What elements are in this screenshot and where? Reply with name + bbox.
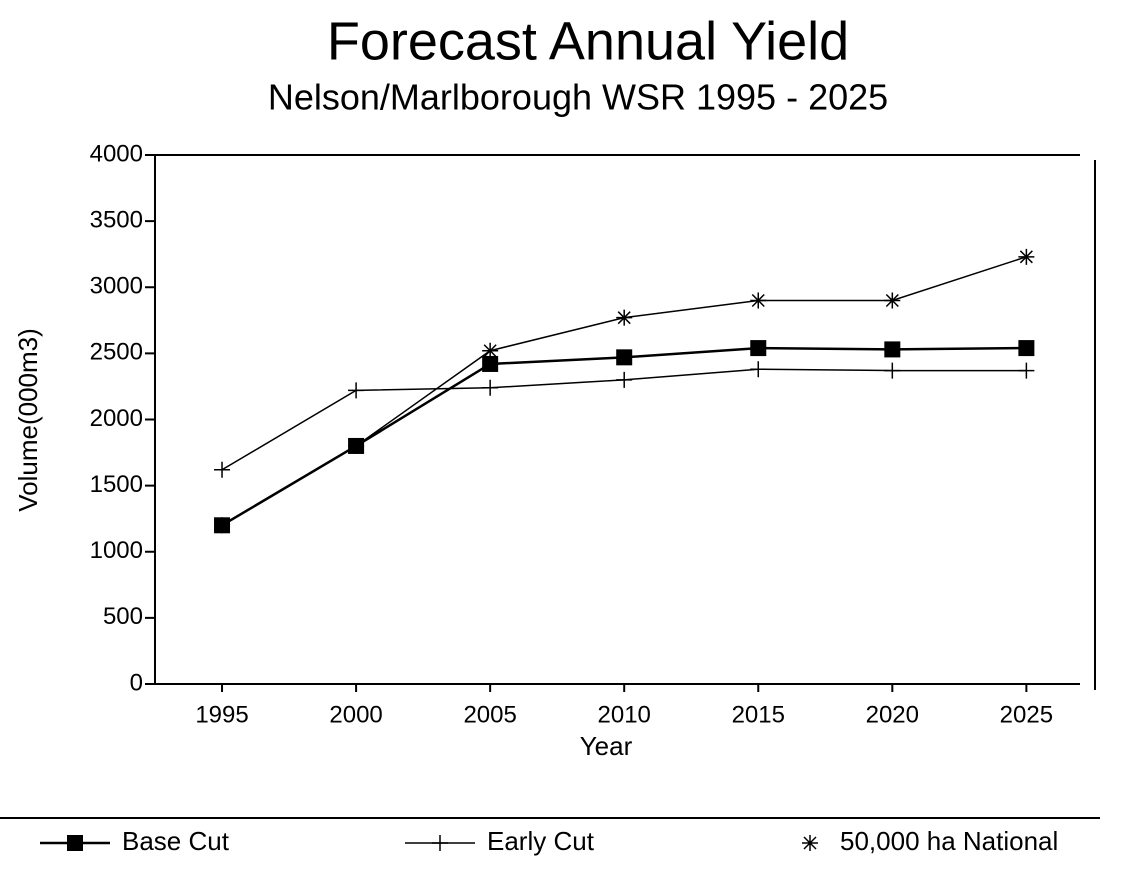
marker	[482, 379, 499, 396]
y-tick-label: 3500	[90, 206, 143, 233]
marker	[750, 361, 767, 378]
chart-title: Forecast Annual Yield	[327, 11, 849, 71]
marker	[214, 461, 231, 478]
marker	[616, 349, 633, 366]
marker	[348, 437, 365, 454]
y-tick-label: 0	[130, 669, 143, 696]
x-tick-label: 2010	[598, 701, 651, 728]
marker	[750, 292, 767, 309]
marker	[802, 835, 818, 851]
marker	[616, 309, 633, 326]
x-axis-label: Year	[580, 731, 633, 761]
legend-item: 50,000 ha National	[802, 826, 1058, 856]
marker	[482, 355, 499, 372]
chart-subtitle: Nelson/Marlborough WSR 1995 - 2025	[268, 77, 888, 118]
x-tick-label: 2020	[866, 701, 919, 728]
x-tick-label: 2015	[732, 701, 785, 728]
x-tick-label: 1995	[195, 701, 248, 728]
marker	[214, 517, 231, 534]
marker	[1018, 340, 1035, 357]
y-tick-label: 4000	[90, 140, 143, 167]
marker	[432, 835, 448, 851]
y-tick-label: 1500	[90, 471, 143, 498]
x-tick-label: 2005	[463, 701, 516, 728]
series-line	[221, 256, 1027, 526]
marker	[1018, 362, 1035, 379]
marker	[884, 292, 901, 309]
legend-label: Early Cut	[487, 826, 595, 856]
y-tick-label: 500	[103, 603, 143, 630]
y-tick-label: 3000	[90, 273, 143, 300]
marker	[884, 362, 901, 379]
y-tick-label: 1000	[90, 537, 143, 564]
marker	[1018, 248, 1035, 265]
marker	[482, 342, 499, 359]
x-tick-label: 2025	[1000, 701, 1053, 728]
marker	[67, 835, 83, 851]
y-axis-label: Volume(000m3)	[13, 328, 43, 512]
marker	[750, 340, 767, 357]
marker	[884, 341, 901, 358]
legend-item: Base Cut	[40, 826, 230, 856]
y-tick-label: 2500	[90, 339, 143, 366]
legend-label: Base Cut	[122, 826, 230, 856]
x-tick-label: 2000	[329, 701, 382, 728]
legend-label: 50,000 ha National	[840, 826, 1058, 856]
y-tick-label: 2000	[90, 405, 143, 432]
marker	[348, 382, 365, 399]
marker	[616, 371, 633, 388]
legend-item: Early Cut	[405, 826, 595, 856]
